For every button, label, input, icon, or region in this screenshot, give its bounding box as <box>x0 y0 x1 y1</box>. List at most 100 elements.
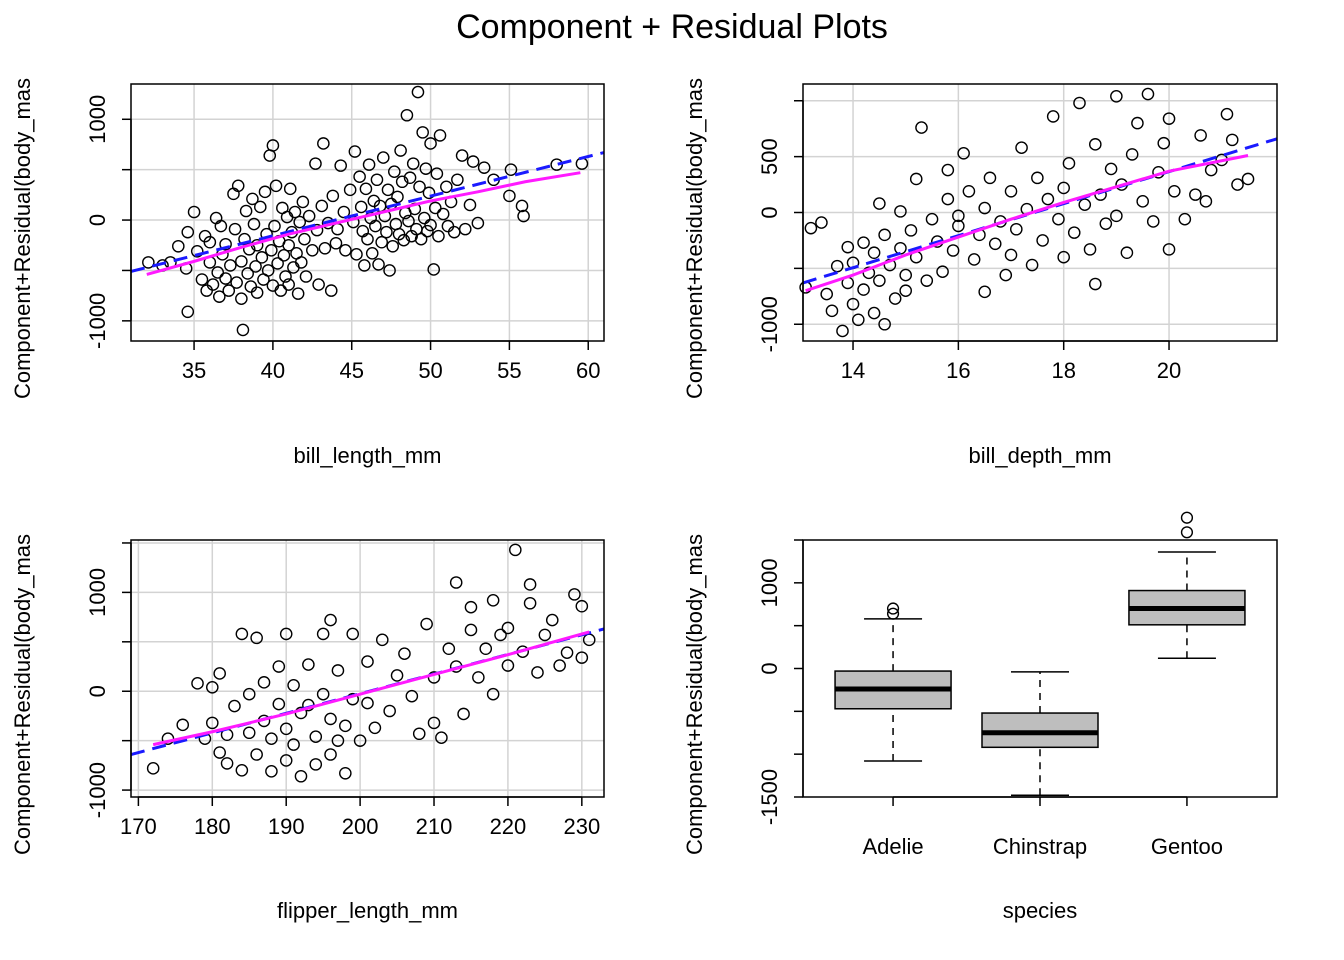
data-point <box>400 108 414 122</box>
data-point <box>220 757 234 770</box>
data-point <box>368 721 382 735</box>
data-point <box>181 305 195 319</box>
data-point <box>181 225 195 239</box>
data-point <box>1141 87 1155 101</box>
data-point <box>390 669 404 682</box>
data-point <box>412 727 426 741</box>
data-point <box>242 726 256 740</box>
data-point <box>857 236 870 249</box>
data-point <box>241 267 254 280</box>
data-point <box>296 195 310 209</box>
data-point <box>447 225 461 239</box>
data-point <box>1057 181 1070 195</box>
data-point <box>306 243 319 257</box>
data-point <box>428 201 442 215</box>
y-tick-label: 0 <box>757 662 782 674</box>
data-point <box>531 666 544 679</box>
data-point <box>1225 133 1239 147</box>
data-point <box>228 699 241 713</box>
data-point <box>235 627 249 641</box>
data-point <box>442 642 456 656</box>
data-point <box>1004 184 1018 198</box>
data-point <box>244 280 258 293</box>
data-point <box>451 173 464 187</box>
data-point <box>1162 112 1176 125</box>
panel-bill-depth: 14 16 18 20 -1000 0 500 bill_depth_mm Component+… <box>682 78 1278 468</box>
data-point <box>1136 195 1149 208</box>
data-point <box>852 313 865 327</box>
plot-frame <box>802 539 1278 798</box>
data-point <box>1146 215 1160 228</box>
data-point <box>433 129 447 142</box>
data-point <box>272 660 286 673</box>
data-point <box>324 284 338 297</box>
data-point <box>331 734 345 747</box>
data-point <box>1089 277 1102 291</box>
data-point <box>398 647 411 660</box>
data-point <box>362 158 376 171</box>
data-point <box>1110 209 1123 223</box>
data-point <box>915 121 928 134</box>
data-point <box>1046 110 1060 123</box>
data-point <box>420 617 433 631</box>
y-tick-label: -1500 <box>757 769 782 825</box>
data-point <box>1104 162 1118 176</box>
x-axis-title: flipper_length_mm <box>277 898 458 923</box>
data-point <box>553 659 566 672</box>
data-point <box>878 228 891 242</box>
data-point <box>250 631 263 645</box>
data-point <box>282 238 295 252</box>
data-point <box>376 151 390 164</box>
data-point <box>271 257 284 270</box>
data-point <box>269 179 283 193</box>
data-point <box>242 687 256 701</box>
data-point <box>435 731 448 744</box>
data-point <box>862 266 876 280</box>
y-axis-title: Component+Residual(body_mas <box>10 78 35 399</box>
outlier-point <box>886 607 900 620</box>
data-point <box>1131 116 1144 130</box>
data-point <box>899 284 913 298</box>
data-point <box>343 183 357 197</box>
data-point <box>280 210 294 224</box>
data-point <box>523 596 537 610</box>
box-chinstrap <box>981 671 1099 797</box>
data-point <box>253 200 267 214</box>
data-point <box>337 205 351 219</box>
data-point <box>888 292 902 305</box>
data-point <box>255 251 269 264</box>
data-point <box>375 235 388 249</box>
x-tick-label: 14 <box>841 358 865 383</box>
data-point <box>324 613 337 627</box>
x-tick-label: Gentoo <box>1151 834 1223 859</box>
outlier-point <box>1180 526 1194 539</box>
data-point <box>324 712 337 726</box>
data-point <box>195 273 209 286</box>
x-tick-label: Adelie <box>862 834 923 859</box>
data-point <box>261 264 275 277</box>
data-point <box>830 259 844 273</box>
data-point <box>550 158 564 171</box>
y-tick-label: 0 <box>85 214 110 226</box>
data-point <box>383 704 396 718</box>
x-axis: 14 16 18 20 <box>841 340 1181 383</box>
data-point <box>394 144 407 157</box>
data-point <box>205 680 219 694</box>
x-tick-label: 190 <box>268 814 305 839</box>
data-point <box>142 256 155 269</box>
data-point <box>205 716 219 730</box>
data-point <box>214 219 228 233</box>
data-point <box>258 185 272 199</box>
data-point <box>517 209 530 223</box>
data-point <box>1010 222 1023 236</box>
data-point <box>1041 192 1055 206</box>
data-point <box>372 258 385 271</box>
data-point <box>841 240 855 254</box>
data-point <box>316 627 330 641</box>
x-axis: 170 180 190 200 210 220 230 <box>120 796 600 839</box>
panel-bill-length: 35 40 45 50 55 60 -1000 0 1000 bill_length_mm Comp… <box>10 78 605 468</box>
data-point <box>503 189 516 203</box>
data-point <box>361 232 374 246</box>
data-point <box>317 137 330 150</box>
data-point <box>925 212 939 226</box>
